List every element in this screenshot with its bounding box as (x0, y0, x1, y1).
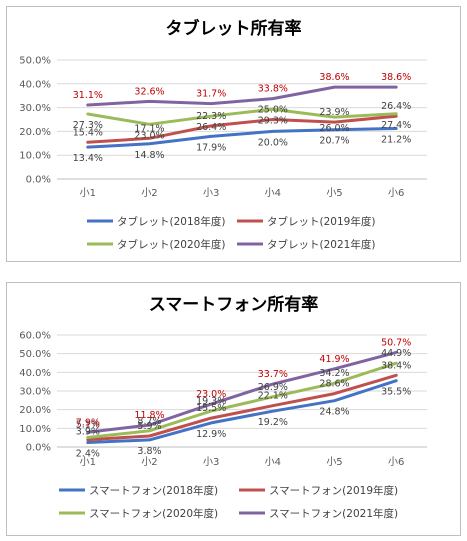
chart-1-y-tick-label: 60.0% (19, 331, 51, 342)
chart-0-data-label: 21.2% (381, 135, 411, 146)
chart-0-data-label: 27.3% (73, 120, 103, 131)
chart-1-data-label: 35.5% (381, 387, 411, 398)
chart-1-x-tick-label: 小6 (388, 456, 404, 468)
chart-1-data-label: 28.6% (319, 379, 349, 390)
chart-0-series-line-3 (86, 85, 398, 107)
chart-1-data-label: 19.3% (196, 396, 226, 407)
chart-1-x-tick-label: 小5 (326, 456, 342, 468)
chart-0-x-tick-label: 小6 (388, 187, 404, 199)
chart-0-x-tick-label: 小2 (141, 187, 157, 199)
chart-0-data-label: 20.7% (319, 136, 349, 147)
chart-1-legend-label: スマートフォン(2020年度) (89, 507, 218, 520)
chart-1-data-label: 33.7% (258, 369, 288, 380)
chart-1-series-line-1 (86, 373, 398, 442)
chart-1-data-label: 50.7% (381, 337, 411, 348)
chart-0-data-label: 25.0% (258, 105, 288, 116)
chart-0-x-tick-label: 小5 (326, 187, 342, 199)
chart-0-y-tick-label: 20.0% (19, 127, 51, 138)
chart-1-x-tick-label: 小1 (80, 456, 96, 468)
chart-1-y-tick-label: 30.0% (19, 387, 51, 398)
chart-0-data-label: 17.1% (134, 123, 164, 134)
chart-1-data-label: 12.9% (196, 429, 226, 440)
chart-0-data-label: 31.1% (73, 90, 103, 101)
chart-1-data-label: 3.9% (76, 427, 100, 438)
chart-0-data-label: 23.9% (319, 107, 349, 118)
chart-1-data-label: 26.9% (258, 382, 288, 393)
chart-0-data-label: 20.0% (258, 137, 288, 148)
chart-0-title: タブレット所有率 (166, 18, 302, 39)
chart-0-y-tick-label: 30.0% (19, 103, 51, 114)
chart-0-data-label: 31.7% (196, 89, 226, 100)
chart-1-data-label: 34.2% (319, 368, 349, 379)
smartphone-chart-panel: スマートフォン所有率 0.0% 10.0% 20.0% 30.0% 40.0% 50.0% 6… (6, 282, 461, 536)
chart-1-data-label: 8.7% (137, 416, 161, 427)
tablet-chart: タブレット所有率 0.0% 10.0% 20.0% 30.0% 40.0% 50.0% 小1 小… (19, 18, 427, 251)
chart-1-y-tick-label: 40.0% (19, 368, 51, 379)
chart-0-data-label: 29.3% (258, 115, 288, 126)
chart-0-data-label: 27.4% (381, 120, 411, 131)
chart-0-series-line-2 (86, 107, 398, 126)
chart-0-data-label: 23.0% (134, 130, 164, 141)
chart-1-data-label: 15.5% (196, 403, 226, 414)
chart-1-series-line-3 (86, 350, 398, 434)
chart-1-y-tick-label: 0.0% (26, 443, 51, 454)
chart-0-data-label: 26.0% (319, 123, 349, 134)
chart-1-data-label: 41.9% (319, 354, 349, 365)
chart-0-data-label: 38.6% (319, 72, 349, 83)
chart-0-legend-label: タブレット(2019年度) (267, 215, 375, 228)
chart-1-x-tick-label: 小2 (141, 456, 157, 468)
chart-1-title: スマートフォン所有率 (149, 294, 319, 315)
chart-0-x-tick-label: 小1 (80, 187, 96, 199)
chart-0-data-label: 26.4% (196, 122, 226, 133)
chart-0-legend-label: タブレット(2020年度) (117, 238, 225, 251)
chart-0-legend-label: タブレット(2021年度) (267, 238, 375, 251)
chart-1-data-label: 3.8% (137, 446, 161, 457)
chart-1-data-label: 5.9% (137, 421, 161, 432)
chart-0-data-label: 32.6% (134, 86, 164, 97)
chart-0-data-label: 38.6% (381, 72, 411, 83)
chart-0-data-label: 22.3% (196, 111, 226, 122)
tablet-chart-panel: タブレット所有率 0.0% 10.0% 20.0% 30.0% 40.0% 50.0% 小1 小… (6, 6, 461, 262)
chart-1-series-line-0 (86, 379, 398, 444)
chart-1-data-label: 24.8% (319, 407, 349, 418)
chart-0-series-line-1 (86, 114, 398, 144)
chart-0-data-label: 14.8% (134, 150, 164, 161)
chart-1-legend-label: スマートフォン(2019年度) (269, 484, 398, 497)
smartphone-chart: スマートフォン所有率 0.0% 10.0% 20.0% 30.0% 40.0% 50.0% 6… (19, 294, 427, 520)
chart-1-series-line-2 (86, 361, 398, 439)
chart-1-data-label: 7.9% (76, 417, 100, 428)
chart-0-y-tick-label: 0.0% (26, 175, 51, 186)
chart-1-data-label: 2.4% (76, 449, 100, 460)
chart-1-data-label: 44.9% (381, 348, 411, 359)
chart-0-y-tick-label: 40.0% (19, 79, 51, 90)
chart-1-x-tick-label: 小3 (203, 456, 219, 468)
chart-0-data-label: 26.4% (381, 101, 411, 112)
chart-1-legend-label: スマートフォン(2018年度) (89, 484, 218, 497)
chart-1-y-tick-label: 20.0% (19, 405, 51, 416)
chart-1-data-label: 5.1% (76, 419, 100, 430)
chart-1-y-tick-label: 50.0% (19, 349, 51, 360)
chart-1-legend-label: スマートフォン(2021年度) (269, 507, 398, 520)
chart-0-data-label: 33.8% (258, 84, 288, 95)
chart-1-data-label: 38.4% (381, 360, 411, 371)
chart-0-data-label: 17.9% (196, 142, 226, 153)
chart-0-y-tick-label: 10.0% (19, 151, 51, 162)
chart-0-data-label: 15.4% (73, 127, 103, 138)
chart-0-y-tick-label: 50.0% (19, 56, 51, 67)
chart-0-legend-label: タブレット(2018年度) (117, 215, 225, 228)
chart-0-series-line-0 (86, 127, 398, 149)
chart-1-y-tick-label: 10.0% (19, 424, 51, 435)
chart-0-x-tick-label: 小4 (265, 187, 281, 199)
chart-1-x-tick-label: 小4 (265, 456, 281, 468)
chart-1-data-label: 11.8% (134, 410, 164, 421)
chart-1-data-label: 19.2% (258, 417, 288, 428)
chart-1-data-label: 22.1% (258, 391, 288, 402)
chart-1-data-label: 23.0% (196, 389, 226, 400)
chart-0-x-tick-label: 小3 (203, 187, 219, 199)
chart-0-data-label: 13.4% (73, 153, 103, 164)
